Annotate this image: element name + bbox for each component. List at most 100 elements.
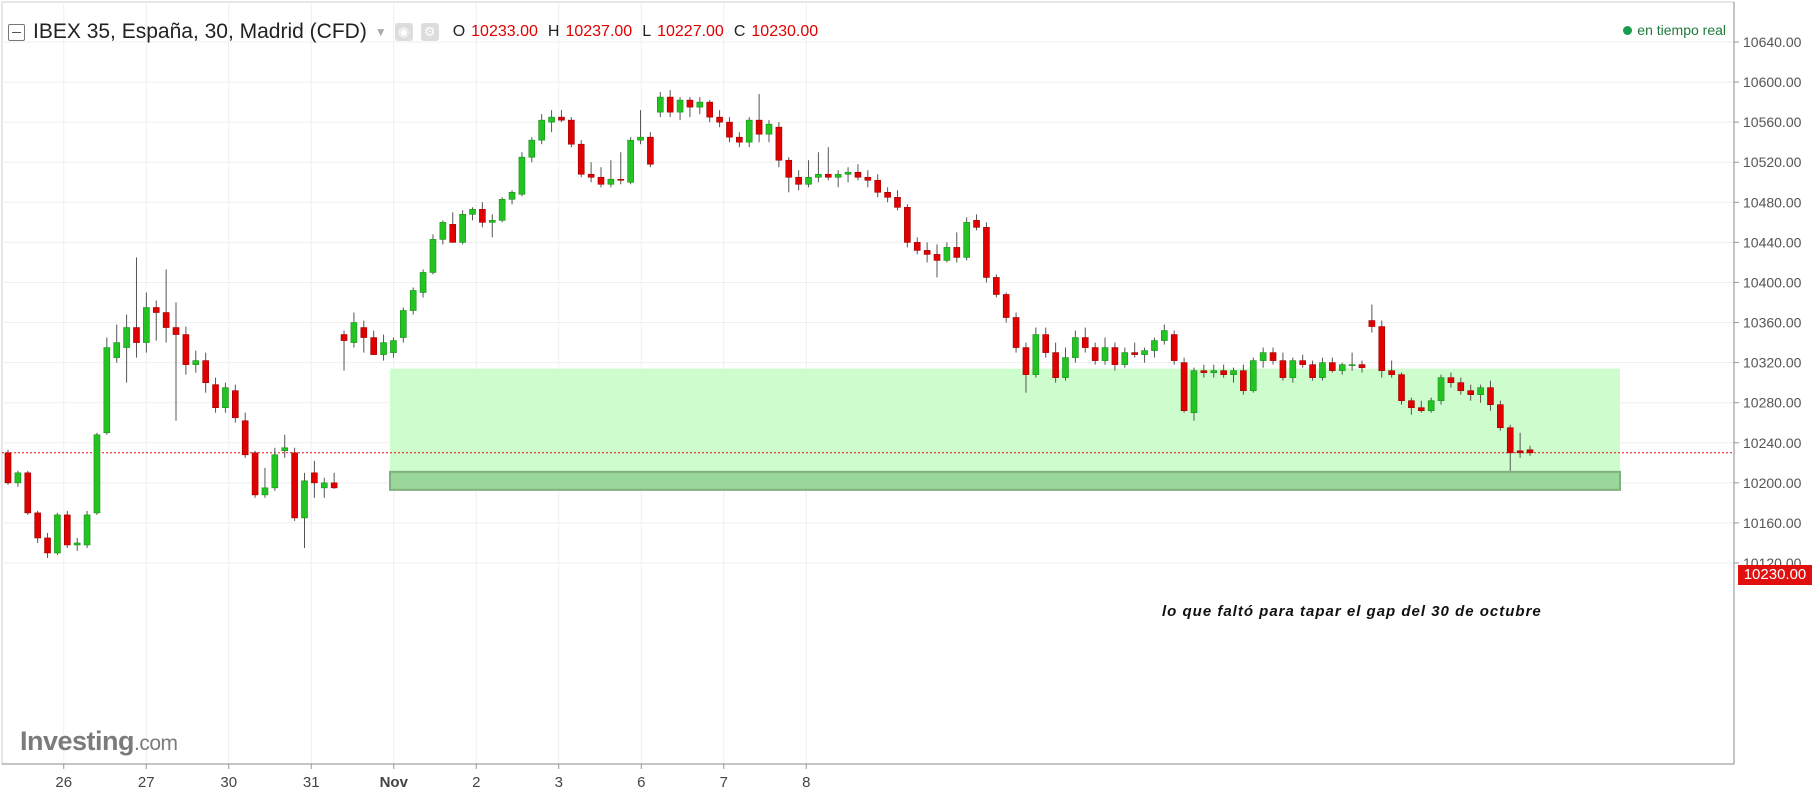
candle-body — [983, 227, 990, 278]
y-tick-label: 10560.00 — [1743, 114, 1802, 130]
candle-body — [1151, 340, 1158, 351]
x-tick-label: 30 — [220, 774, 237, 791]
candle-body — [627, 139, 634, 183]
ohlc-close-value: 10230.00 — [751, 23, 819, 40]
candle-body — [498, 199, 506, 221]
candle-body — [1121, 352, 1129, 365]
candle-body — [765, 123, 773, 135]
candle-body — [518, 156, 526, 195]
candle-body — [1497, 404, 1504, 429]
candle-body — [795, 176, 802, 185]
candle-body — [241, 420, 249, 456]
candle-body — [291, 452, 298, 519]
ohlc-open-value: 10233.00 — [471, 23, 538, 40]
candle-body — [479, 209, 486, 223]
candle-body — [182, 334, 190, 365]
candle-body — [943, 247, 951, 261]
candle-body — [24, 472, 32, 514]
candle-body — [1388, 370, 1395, 375]
candle-body — [1516, 450, 1524, 454]
y-tick-label: 10440.00 — [1743, 234, 1802, 250]
candle-body — [281, 447, 289, 452]
candle-body — [409, 290, 417, 311]
candle-body — [1022, 347, 1030, 375]
candle-body — [301, 480, 308, 519]
candle-body — [508, 191, 516, 200]
y-tick-label: 10320.00 — [1743, 355, 1802, 371]
candle-body — [1190, 370, 1198, 414]
y-tick-label: 10200.00 — [1743, 475, 1802, 491]
last-price-label: 10230.00 — [1738, 565, 1812, 585]
candle-body — [686, 99, 694, 108]
candle-body — [212, 384, 219, 409]
candle-body — [1200, 370, 1208, 373]
candle-body — [1002, 294, 1010, 318]
candle-body — [874, 179, 882, 193]
candle-body — [1526, 449, 1534, 454]
y-tick-label: 10360.00 — [1743, 315, 1802, 331]
candle-body — [864, 176, 872, 181]
ohlc-readout: O 10233.00 H 10237.00 L 10227.00 C 10230… — [453, 23, 822, 41]
candle-body — [1457, 382, 1465, 391]
candle-body — [1358, 364, 1366, 368]
collapse-icon[interactable] — [8, 23, 25, 41]
candle-body — [44, 537, 51, 554]
status-dot-icon — [1623, 25, 1633, 35]
candle-body — [1081, 337, 1089, 348]
candle-body — [716, 116, 723, 123]
candle-body — [330, 482, 338, 489]
chevron-down-icon[interactable]: ▼ — [374, 25, 387, 39]
candle-body — [202, 360, 209, 383]
candle-body — [1259, 352, 1267, 361]
candle-body — [785, 159, 793, 178]
candle-body — [459, 214, 466, 243]
candle-body — [913, 242, 921, 251]
candle-body — [1240, 370, 1247, 391]
ohlc-open-key: O — [452, 23, 466, 40]
candle-body — [656, 96, 664, 113]
eye-icon[interactable]: ◉ — [394, 23, 413, 41]
gap-annotation: lo que faltó para tapar el gap del 30 de… — [1162, 603, 1542, 620]
candle-body — [360, 327, 368, 338]
candle-body — [14, 472, 22, 484]
candle-body — [1101, 347, 1109, 361]
candle-body — [1210, 370, 1218, 373]
candle-body — [103, 347, 111, 434]
candle-body — [736, 136, 743, 143]
candle-body — [488, 220, 496, 223]
candle-body — [390, 340, 397, 353]
candle-body — [1012, 317, 1020, 348]
candle-body — [439, 222, 447, 240]
realtime-label: en tiempo real — [1637, 22, 1726, 38]
y-tick-label: 10240.00 — [1743, 435, 1802, 451]
candle-body — [1141, 350, 1148, 355]
candle-body — [597, 176, 605, 185]
candle-body — [261, 487, 269, 496]
candle-body — [1230, 370, 1237, 375]
candle-body — [172, 327, 180, 335]
x-tick-label: Nov — [380, 774, 409, 791]
x-tick-label: 27 — [138, 774, 155, 791]
candle-body — [538, 119, 545, 141]
y-tick-label: 10160.00 — [1743, 515, 1802, 531]
symbol-title[interactable]: IBEX 35, España, 30, Madrid (CFD) — [33, 20, 367, 43]
y-tick-label: 10480.00 — [1743, 194, 1802, 210]
candle-body — [340, 334, 348, 341]
candle-body — [923, 250, 931, 255]
gear-icon[interactable]: ⚙ — [420, 23, 439, 41]
candle-body — [1417, 407, 1425, 412]
candle-body — [54, 514, 61, 554]
candle-body — [1289, 360, 1297, 378]
candle-body — [1487, 387, 1494, 405]
candle-body — [162, 312, 170, 328]
candle-body — [429, 239, 437, 273]
candle-body — [1052, 352, 1059, 378]
candle-body — [1161, 330, 1168, 341]
candle-body — [1319, 362, 1326, 378]
candle-body — [1042, 334, 1050, 353]
candle-body — [607, 178, 615, 185]
candle-body — [1348, 364, 1356, 366]
candle-body — [637, 136, 644, 141]
